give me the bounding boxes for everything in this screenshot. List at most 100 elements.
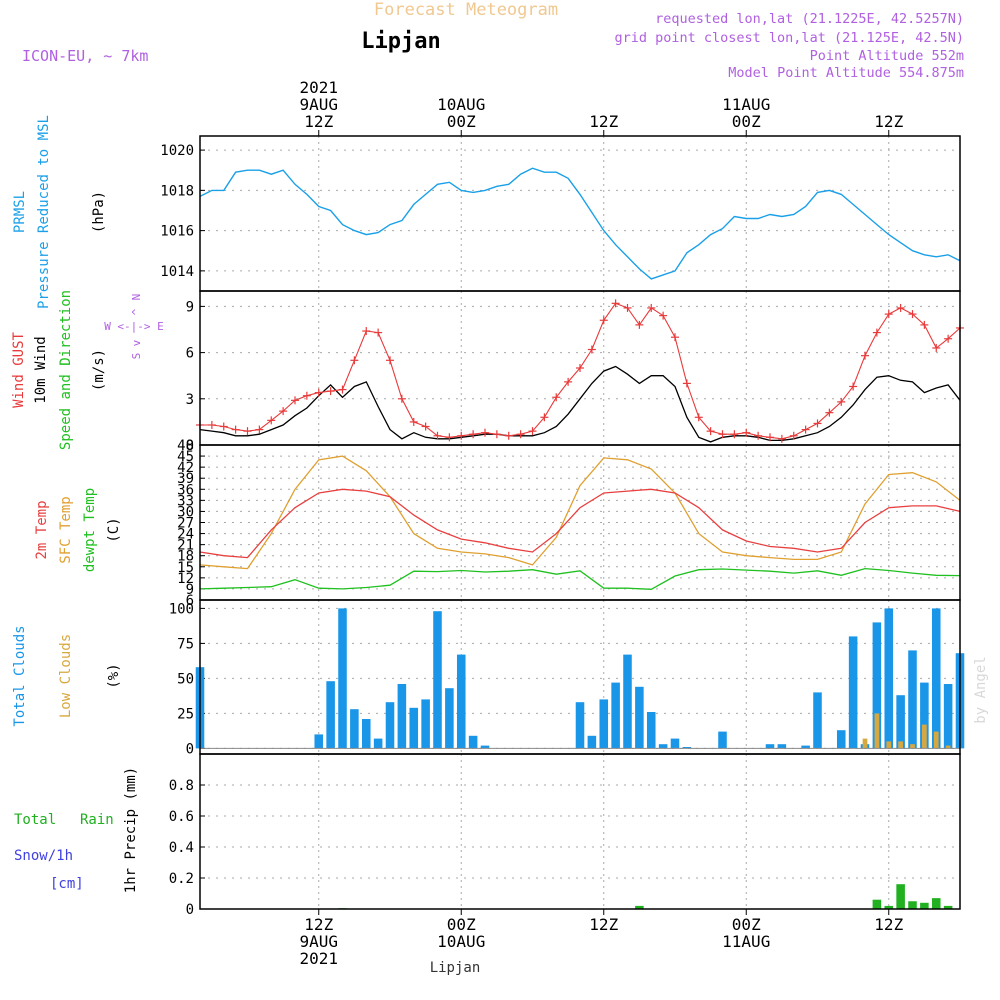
series-line-wind10m <box>199 365 961 443</box>
gust-marker <box>849 382 858 391</box>
bar-total-clouds <box>326 681 335 749</box>
panel-wind: 0 3 6 9 <box>186 291 964 454</box>
bar-total-clouds <box>599 699 609 749</box>
y-tick-label: 9 <box>186 582 194 598</box>
gust-marker <box>801 425 810 434</box>
gust-marker <box>718 430 727 439</box>
sfc-label: SFC Temp <box>58 496 74 563</box>
product-title: Forecast Meteogram <box>374 0 558 20</box>
gust-marker <box>623 303 632 312</box>
bar-total-clouds <box>848 636 858 749</box>
bar-total-clouds <box>623 654 632 749</box>
bar-total-clouds <box>361 719 371 749</box>
bar-total-clouds <box>813 692 822 749</box>
bar-total-clouds <box>468 735 478 749</box>
y-tick-label: 0 <box>186 902 194 918</box>
gust-marker <box>813 419 822 428</box>
x-tick-label-bottom: 12Z <box>589 915 618 934</box>
gust-marker <box>481 428 489 437</box>
bar-rain <box>884 905 894 909</box>
panel-frame <box>199 753 961 910</box>
gust-marker <box>789 431 798 440</box>
gust-marker <box>231 425 240 434</box>
compass-s: S <box>130 353 143 360</box>
gust-marker <box>207 420 216 429</box>
bar-total-clouds <box>314 734 324 749</box>
bar-total-clouds <box>373 738 383 749</box>
gust-marker <box>777 434 786 443</box>
panel-precip: 0 0.2 0.4 0.6 0.8 <box>169 754 960 918</box>
y-tick-label: 6 <box>186 346 194 362</box>
total-label: Total <box>14 812 56 828</box>
panel-clouds: 0 25 50 75 100 <box>169 600 965 757</box>
gust-marker <box>362 327 371 336</box>
series-line-dewpt <box>199 567 961 590</box>
y-tick-label: 1016 <box>160 224 194 240</box>
gust-marker <box>647 303 656 312</box>
ms-unit-label: (m/s) <box>91 349 107 391</box>
gust-marker <box>445 433 454 442</box>
bar-total-clouds <box>575 702 585 749</box>
y-tick-label: 0 <box>186 438 194 454</box>
y-tick-label: 1014 <box>160 264 194 280</box>
series-line-t2m <box>199 488 961 559</box>
bar-total-clouds <box>409 707 419 749</box>
y-tick-label: 3 <box>186 392 194 408</box>
x-tick-label-bottom: 2021 <box>299 949 338 968</box>
gust-marker <box>576 364 584 372</box>
panel-pressure: 1014 1016 1018 1020 <box>160 136 961 291</box>
gust-marker <box>730 430 739 439</box>
y-tick-label: 75 <box>177 636 194 652</box>
speed-direction-label: Speed and Direction <box>58 290 74 450</box>
panel-bg-precip <box>200 754 960 909</box>
gust-marker <box>908 310 917 319</box>
gust-marker <box>635 320 644 329</box>
gust-marker <box>540 413 549 422</box>
bar-total-clouds <box>884 608 894 749</box>
compass-up-arrow: ^ <box>130 308 143 315</box>
model-altitude: Model Point Altitude 554.875m <box>728 65 964 81</box>
gust-marker <box>671 333 679 342</box>
bar-rain <box>931 898 941 909</box>
gust-marker <box>433 431 442 440</box>
bar-total-clouds <box>397 684 407 749</box>
bar-total-clouds <box>350 709 359 749</box>
gust-marker <box>659 311 668 320</box>
compass-we: W <-|-> E <box>104 320 164 333</box>
bar-total-clouds <box>718 731 727 749</box>
y-tick-label: 15 <box>177 560 194 576</box>
y-tick-label: 27 <box>177 516 194 532</box>
series-line-sfc <box>199 455 961 570</box>
y-tick-label: 50 <box>177 671 194 687</box>
gust-marker <box>861 351 869 360</box>
gust-marker <box>706 427 715 436</box>
rain-label: Rain <box>80 812 114 828</box>
gust-marker <box>291 396 299 405</box>
gust-marker <box>267 416 276 425</box>
x-tick-label-top: 12Z <box>874 112 903 131</box>
y-tick-label: 42 <box>177 460 194 476</box>
gust-marker <box>397 394 406 403</box>
y-tick-label: 21 <box>177 538 194 554</box>
gust-marker <box>243 427 252 436</box>
x-tick-label-top: 9AUG <box>299 95 338 114</box>
bar-rain <box>872 899 882 909</box>
gust-marker <box>872 328 881 337</box>
gust-marker <box>469 430 478 439</box>
x-tick-label-top: 2021 <box>299 78 338 97</box>
gust-marker <box>409 417 418 426</box>
bar-total-clouds <box>896 695 905 749</box>
y-tick-label: 24 <box>177 527 194 543</box>
series-line-prmsl <box>199 167 961 280</box>
gridpoint-coords: grid point closest lon,lat (21.125E, 42.… <box>615 30 965 46</box>
panel-bg-pressure <box>200 136 960 291</box>
x-tick-label-top: 12Z <box>304 112 333 131</box>
gust-marker <box>896 303 905 312</box>
precip-labels: Total Rain Snow/1h [cm] 1hr Precip (mm) <box>14 767 139 893</box>
gust-marker <box>492 430 501 439</box>
bar-total-clouds <box>801 745 810 749</box>
bar-rain <box>943 905 953 909</box>
bar-total-clouds <box>646 712 656 749</box>
bar-total-clouds <box>445 688 454 749</box>
